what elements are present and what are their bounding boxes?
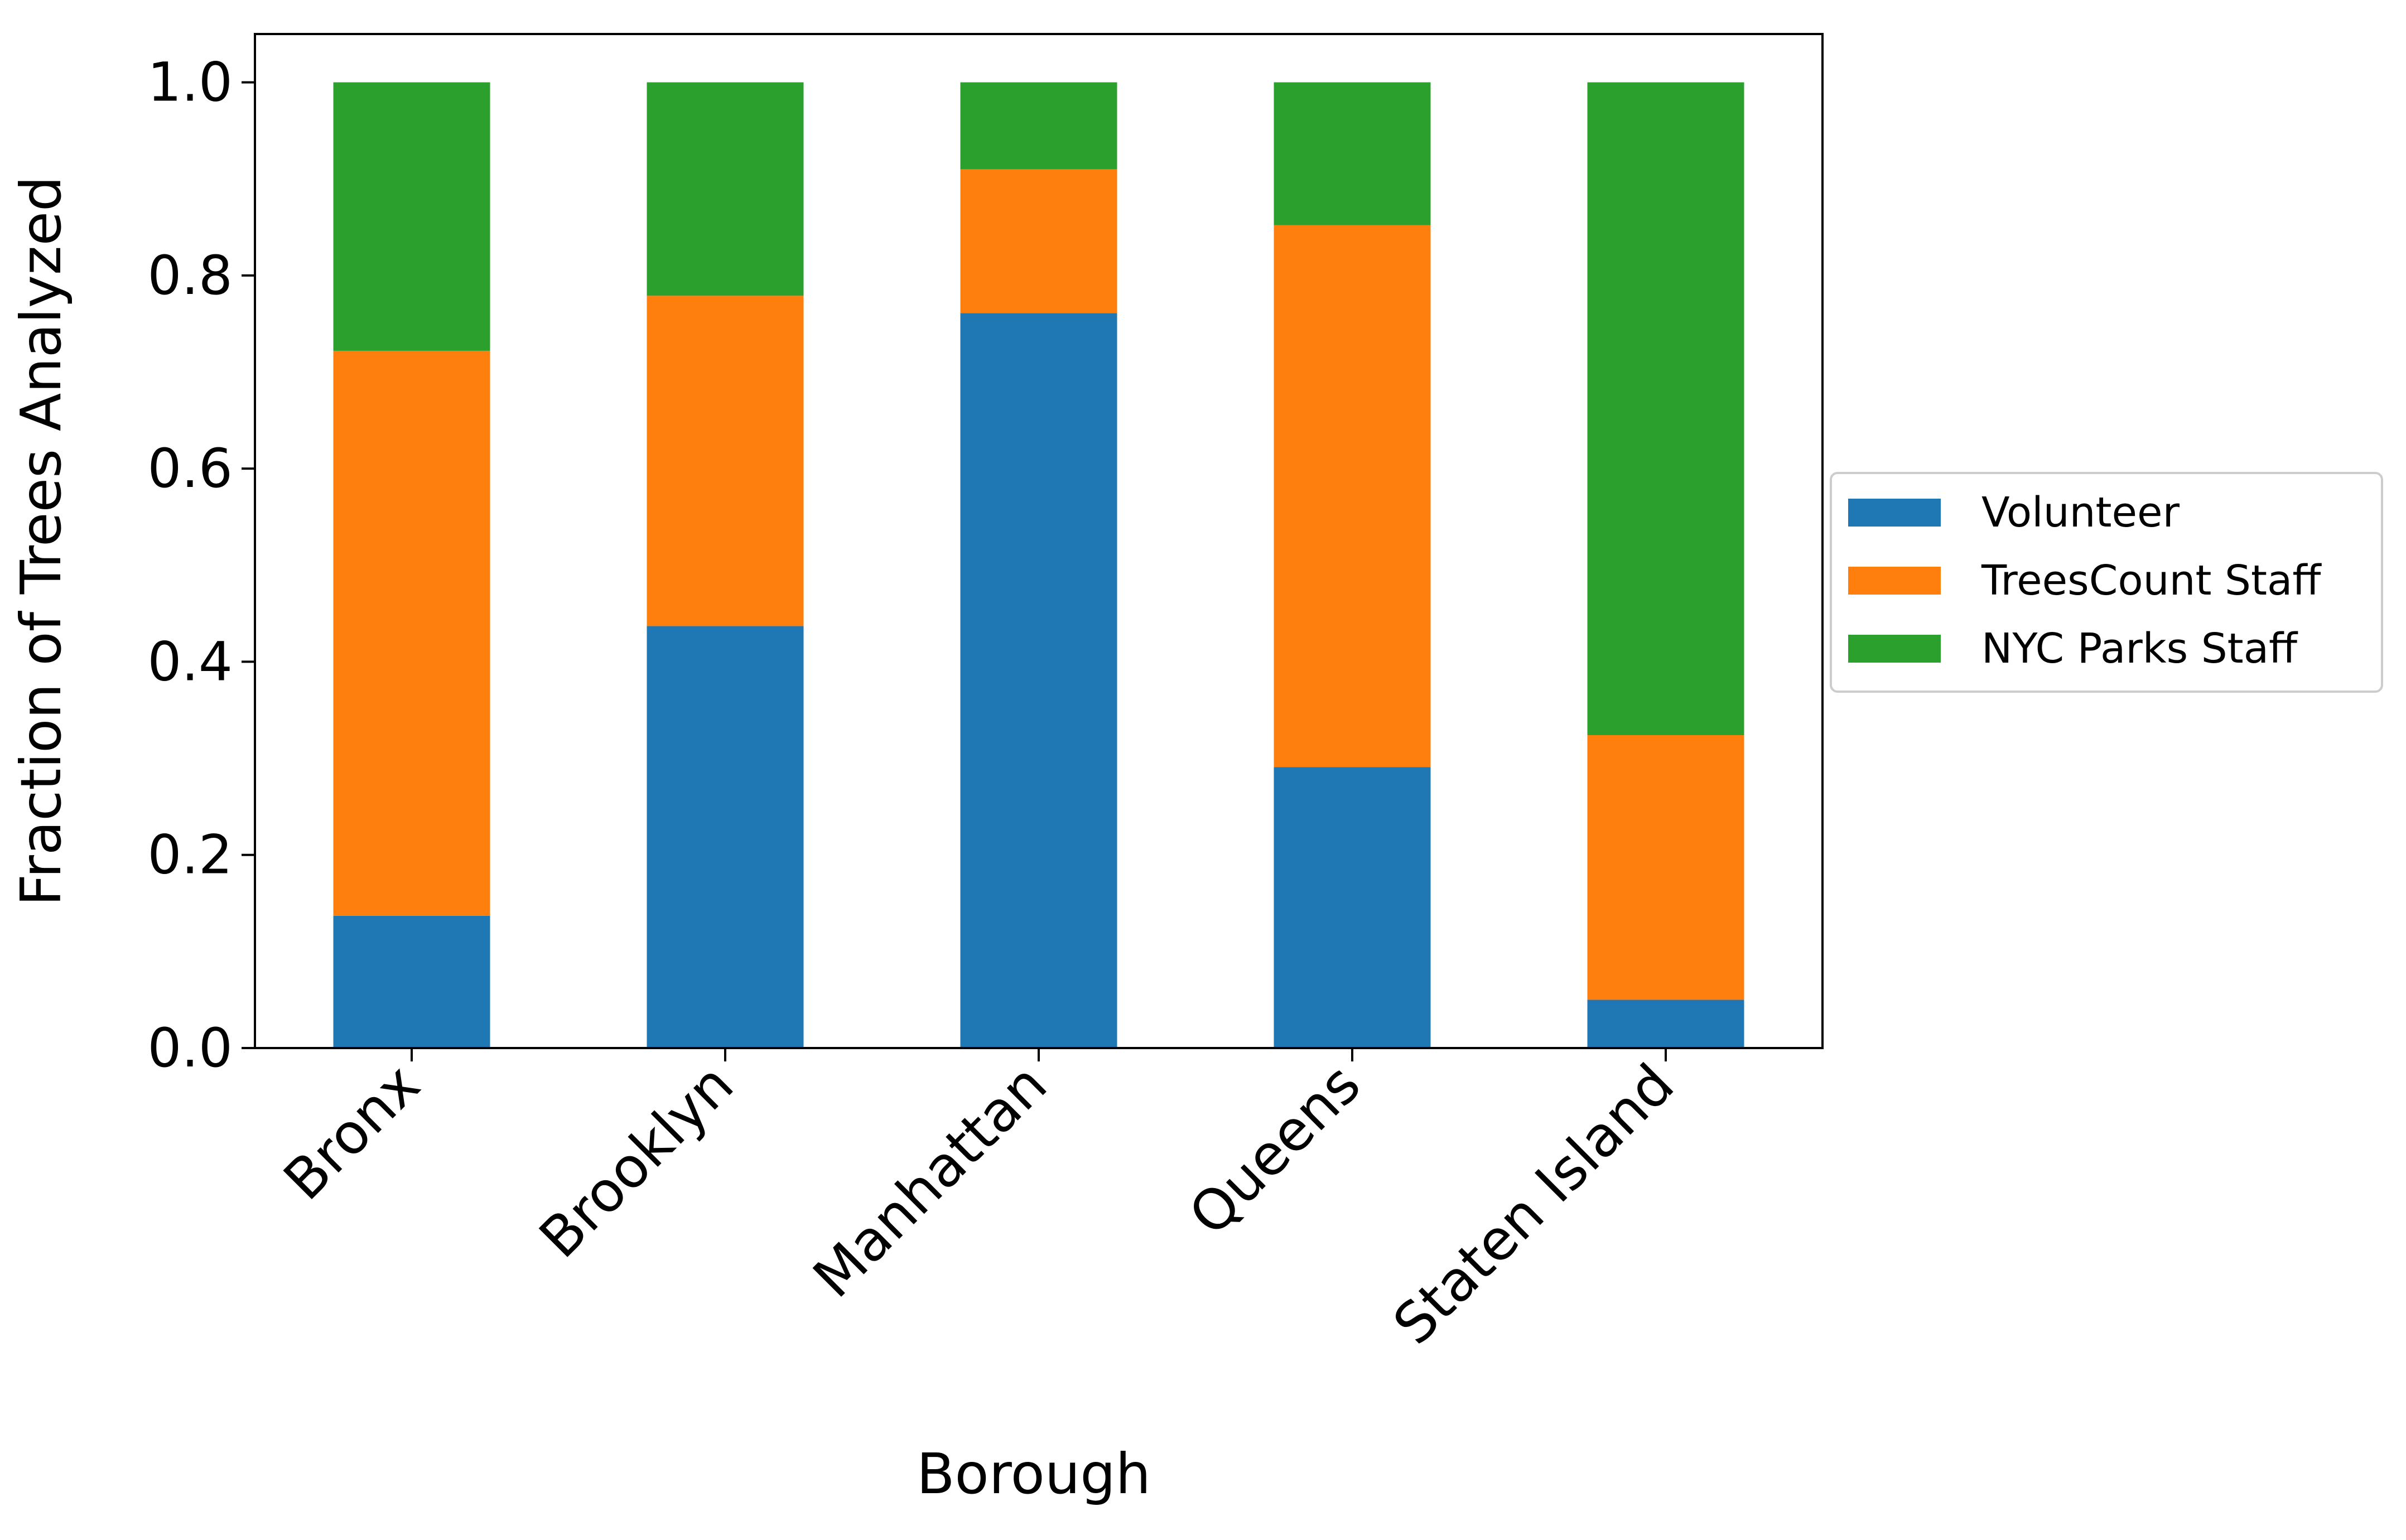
bar-manhattan-nyc-parks-staff (960, 82, 1117, 170)
bar-bronx-volunteer (333, 915, 490, 1048)
x-tick-label: Bronx (271, 1051, 432, 1213)
bar-brooklyn-nyc-parks-staff (647, 82, 804, 296)
legend-label: TreesCount Staff (1981, 557, 2322, 605)
x-tick-label: Manhattan (801, 1051, 1059, 1310)
bar-brooklyn-treescount-staff (647, 296, 804, 626)
x-tick-label: Staten Island (1381, 1051, 1686, 1357)
bar-staten-island-nyc-parks-staff (1587, 82, 1744, 736)
x-axis-label: Borough (917, 1441, 1151, 1507)
x-axis: Bronx Brooklyn Manhattan Queens Staten Islan… (271, 1048, 1686, 1357)
bar-staten-island-treescount-staff (1587, 735, 1744, 1000)
y-tick-label: 0.4 (147, 630, 233, 693)
bars-layer (333, 82, 1744, 1049)
bar-queens-treescount-staff (1274, 225, 1431, 767)
y-tick-label: 0.6 (147, 437, 233, 500)
y-tick-label: 0.8 (147, 244, 233, 307)
legend-label: NYC Parks Staff (1981, 625, 2298, 673)
y-tick-label: 1.0 (147, 51, 233, 114)
x-tick-label: Brooklyn (527, 1051, 746, 1271)
bar-bronx-nyc-parks-staff (333, 82, 490, 351)
bar-manhattan-treescount-staff (960, 169, 1117, 313)
legend: Volunteer TreesCount Staff NYC Parks Staff (1830, 472, 2383, 693)
bar-bronx-treescount-staff (333, 350, 490, 916)
y-tick-label: 0.2 (147, 824, 233, 886)
bar-brooklyn-volunteer (647, 626, 804, 1048)
bar-queens-volunteer (1274, 767, 1431, 1048)
legend-swatch (1848, 499, 1941, 527)
bar-manhattan-volunteer (960, 313, 1117, 1049)
legend-swatch (1848, 635, 1941, 663)
y-axis: 0.0 0.2 0.4 0.6 0.8 1.0 (147, 51, 255, 1079)
bar-staten-island-volunteer (1587, 1000, 1744, 1048)
x-tick-label: Queens (1177, 1051, 1373, 1248)
legend-swatch (1848, 567, 1941, 595)
bar-queens-nyc-parks-staff (1274, 82, 1431, 225)
legend-label: Volunteer (1981, 489, 2180, 537)
y-axis-label: Fraction of Trees Analyzed (8, 176, 74, 906)
y-tick-label: 0.0 (147, 1017, 233, 1079)
legend-frame (1830, 472, 2383, 693)
